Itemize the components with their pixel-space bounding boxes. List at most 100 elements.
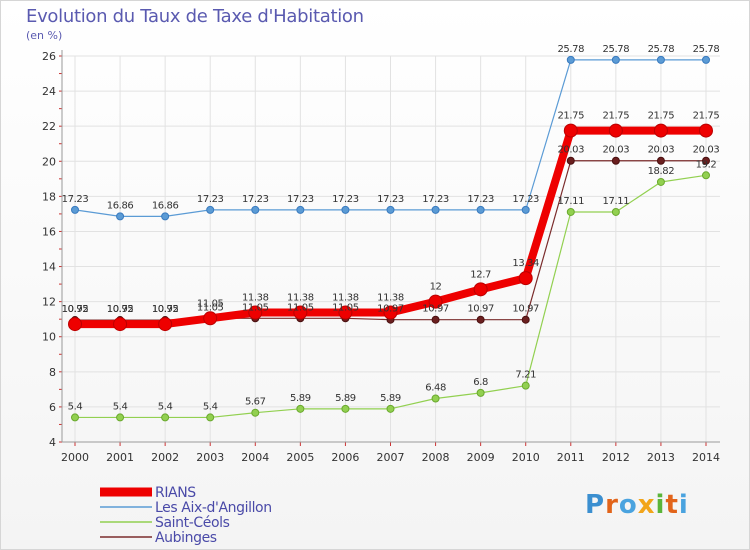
data-label-aubinges: 11.05 xyxy=(197,302,224,313)
data-point-les-aix-d-angillon xyxy=(71,205,79,214)
data-label-saint-ceols: 19.2 xyxy=(696,159,717,170)
data-point-saint-ceols xyxy=(116,413,125,422)
y-tick-label: 22 xyxy=(42,120,56,133)
y-tick-label: 14 xyxy=(42,261,56,274)
data-point-aubinges xyxy=(656,156,665,165)
data-label-saint-ceols: 5.4 xyxy=(68,401,83,412)
data-label-rians: 10.72 xyxy=(62,304,89,315)
data-label-les-aix-d-angillon: 17.23 xyxy=(242,194,269,205)
x-tick-label: 2005 xyxy=(286,451,314,464)
data-point-saint-ceols xyxy=(656,177,665,186)
data-point-saint-ceols xyxy=(251,408,260,417)
data-label-rians: 12 xyxy=(430,282,442,293)
data-label-rians: 13.34 xyxy=(512,258,539,269)
data-point-saint-ceols xyxy=(71,413,79,422)
data-point-les-aix-d-angillon xyxy=(386,205,395,214)
data-point-rians xyxy=(248,305,263,320)
data-label-aubinges: 11.05 xyxy=(332,302,359,313)
data-label-les-aix-d-angillon: 17.23 xyxy=(62,194,89,205)
data-label-les-aix-d-angillon: 17.23 xyxy=(377,194,404,205)
data-label-saint-ceols: 5.89 xyxy=(335,393,356,404)
data-point-rians xyxy=(608,123,623,138)
data-label-rians: 12.7 xyxy=(470,269,491,280)
data-label-aubinges: 10.95 xyxy=(107,304,134,315)
data-point-aubinges xyxy=(521,315,530,324)
y-tick-label: 10 xyxy=(42,331,56,344)
x-tick-label: 2000 xyxy=(61,451,89,464)
data-point-saint-ceols xyxy=(296,404,305,413)
data-point-saint-ceols xyxy=(386,404,395,413)
x-tick-label: 2007 xyxy=(377,451,405,464)
proxiti-logo: Proxiti xyxy=(585,490,689,520)
data-label-saint-ceols: 17.11 xyxy=(603,196,630,207)
x-tick-label: 2002 xyxy=(151,451,179,464)
logo-letter: x xyxy=(637,490,656,520)
chart-title: Evolution du Taux de Taxe d'Habitation xyxy=(26,6,364,27)
data-point-les-aix-d-angillon xyxy=(656,55,665,64)
data-label-aubinges: 11.05 xyxy=(287,302,314,313)
data-point-les-aix-d-angillon xyxy=(251,205,260,214)
y-tick-label: 6 xyxy=(49,401,56,414)
data-label-aubinges: 20.03 xyxy=(603,145,630,156)
data-label-les-aix-d-angillon: 16.86 xyxy=(107,200,134,211)
data-point-les-aix-d-angillon xyxy=(161,212,170,221)
y-tick-label: 4 xyxy=(49,436,56,449)
data-point-rians xyxy=(113,317,128,332)
data-point-rians xyxy=(473,282,488,297)
data-point-rians xyxy=(518,271,533,286)
data-point-saint-ceols xyxy=(611,207,620,216)
data-point-saint-ceols xyxy=(521,381,530,390)
data-label-rians: 11.05 xyxy=(197,298,224,309)
data-label-saint-ceols: 17.11 xyxy=(557,196,584,207)
data-label-saint-ceols: 6.48 xyxy=(425,382,446,393)
data-label-aubinges: 10.97 xyxy=(377,304,404,315)
data-point-les-aix-d-angillon xyxy=(566,55,575,64)
data-point-saint-ceols xyxy=(431,394,440,403)
data-point-rians xyxy=(653,123,668,138)
logo-letter: o xyxy=(618,490,638,520)
data-label-rians: 10.72 xyxy=(152,304,179,315)
data-point-rians xyxy=(428,294,443,309)
data-point-les-aix-d-angillon xyxy=(341,205,350,214)
data-point-saint-ceols xyxy=(206,413,215,422)
data-label-les-aix-d-angillon: 25.78 xyxy=(693,44,720,55)
data-point-saint-ceols xyxy=(566,207,575,216)
data-label-aubinges: 10.97 xyxy=(422,304,449,315)
data-label-saint-ceols: 5.4 xyxy=(203,401,218,412)
x-tick-label: 2010 xyxy=(512,451,540,464)
data-label-les-aix-d-angillon: 17.23 xyxy=(287,194,314,205)
data-label-saint-ceols: 5.4 xyxy=(113,401,128,412)
legend-label: Les Aix-d'Angillon xyxy=(155,500,272,516)
legend-label: Aubinges xyxy=(155,530,217,546)
x-tick-label: 2014 xyxy=(692,451,720,464)
x-tick-label: 2008 xyxy=(422,451,450,464)
y-tick-label: 24 xyxy=(42,85,56,98)
logo-letter: r xyxy=(605,490,619,520)
data-point-les-aix-d-angillon xyxy=(431,205,440,214)
x-tick-label: 2012 xyxy=(602,451,630,464)
data-label-saint-ceols: 5.89 xyxy=(290,393,311,404)
data-point-aubinges xyxy=(566,156,575,165)
data-point-rians xyxy=(68,317,82,332)
data-label-saint-ceols: 18.82 xyxy=(648,166,675,177)
data-label-aubinges: 20.03 xyxy=(693,145,720,156)
data-label-les-aix-d-angillon: 17.23 xyxy=(197,194,224,205)
data-point-rians xyxy=(338,305,353,320)
data-label-aubinges: 10.97 xyxy=(467,304,494,315)
legend-label: Saint-Céols xyxy=(155,515,230,531)
data-point-saint-ceols xyxy=(476,388,485,397)
data-label-les-aix-d-angillon: 17.23 xyxy=(467,194,494,205)
data-point-les-aix-d-angillon xyxy=(521,205,530,214)
x-tick-label: 2001 xyxy=(106,451,134,464)
data-point-les-aix-d-angillon xyxy=(116,212,125,221)
data-label-saint-ceols: 6.8 xyxy=(473,377,488,388)
logo-letter: i xyxy=(678,490,689,520)
data-label-saint-ceols: 5.89 xyxy=(380,393,401,404)
data-point-les-aix-d-angillon xyxy=(611,55,620,64)
data-label-saint-ceols: 5.4 xyxy=(158,401,173,412)
chart-subtitle: (en %) xyxy=(26,29,63,42)
data-label-saint-ceols: 7.21 xyxy=(515,370,536,381)
data-label-les-aix-d-angillon: 17.23 xyxy=(332,194,359,205)
